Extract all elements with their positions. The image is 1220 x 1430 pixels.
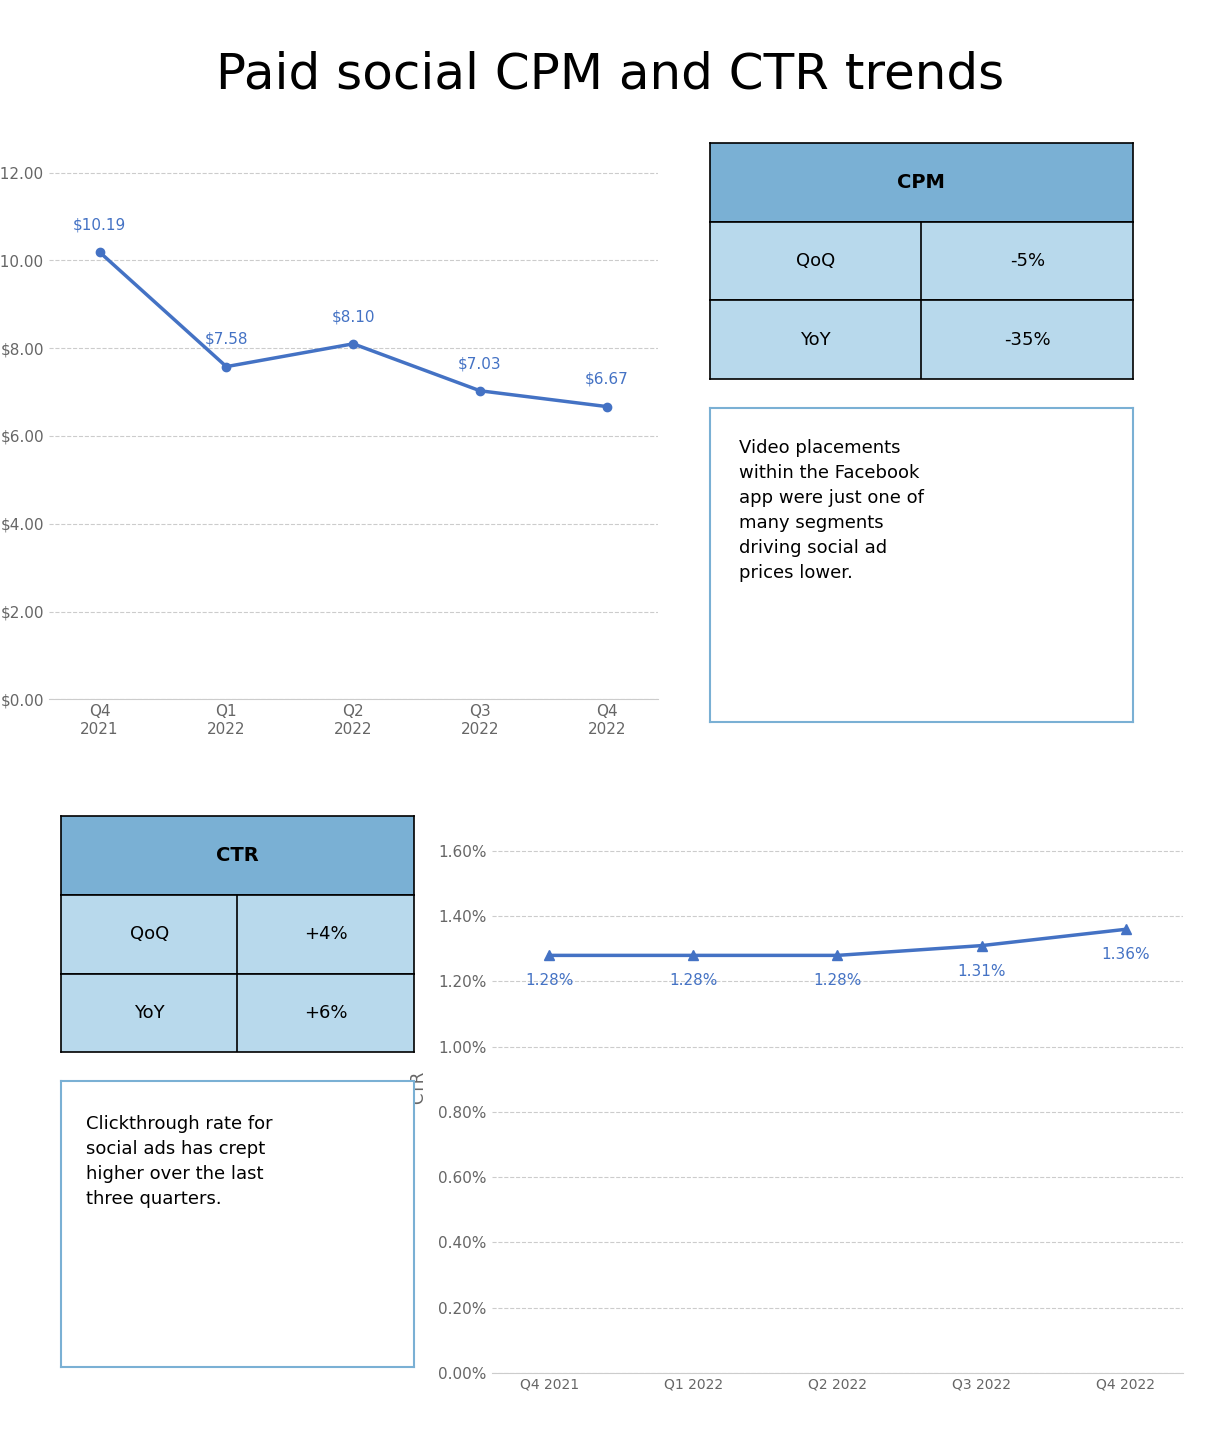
Text: +4%: +4%	[304, 925, 348, 944]
Text: CTR: CTR	[216, 847, 259, 865]
Text: $8.10: $8.10	[332, 309, 375, 325]
Text: $7.03: $7.03	[459, 356, 501, 370]
Bar	[710, 222, 921, 300]
Bar	[238, 895, 414, 974]
Text: Video placements
within the Facebook
app were just one of
many segments
driving : Video placements within the Facebook app…	[739, 439, 925, 582]
Bar	[710, 300, 921, 379]
Bar	[61, 974, 238, 1052]
Text: $6.67: $6.67	[586, 372, 628, 388]
Text: 1.36%: 1.36%	[1102, 947, 1150, 962]
Text: YoY: YoY	[800, 330, 831, 349]
Text: Clickthrough rate for
social ads has crept
higher over the last
three quarters.: Clickthrough rate for social ads has cre…	[85, 1115, 272, 1208]
Text: Paid social CPM and CTR trends: Paid social CPM and CTR trends	[216, 50, 1004, 99]
Text: $10.19: $10.19	[73, 217, 126, 232]
Text: +6%: +6%	[304, 1004, 348, 1022]
Text: 1.31%: 1.31%	[958, 964, 1005, 978]
Y-axis label: CTR: CTR	[409, 1071, 427, 1104]
Bar	[61, 895, 238, 974]
Text: -35%: -35%	[1004, 330, 1050, 349]
Text: 1.28%: 1.28%	[669, 974, 717, 988]
Bar	[921, 222, 1133, 300]
Text: QoQ: QoQ	[795, 252, 836, 270]
Text: CPM: CPM	[898, 173, 946, 192]
Text: $7.58: $7.58	[205, 332, 248, 347]
Text: 1.28%: 1.28%	[525, 974, 573, 988]
Text: -5%: -5%	[1010, 252, 1044, 270]
Text: 1.28%: 1.28%	[814, 974, 861, 988]
Text: QoQ: QoQ	[129, 925, 168, 944]
Text: YoY: YoY	[134, 1004, 165, 1022]
Bar	[921, 300, 1133, 379]
Bar	[238, 974, 414, 1052]
